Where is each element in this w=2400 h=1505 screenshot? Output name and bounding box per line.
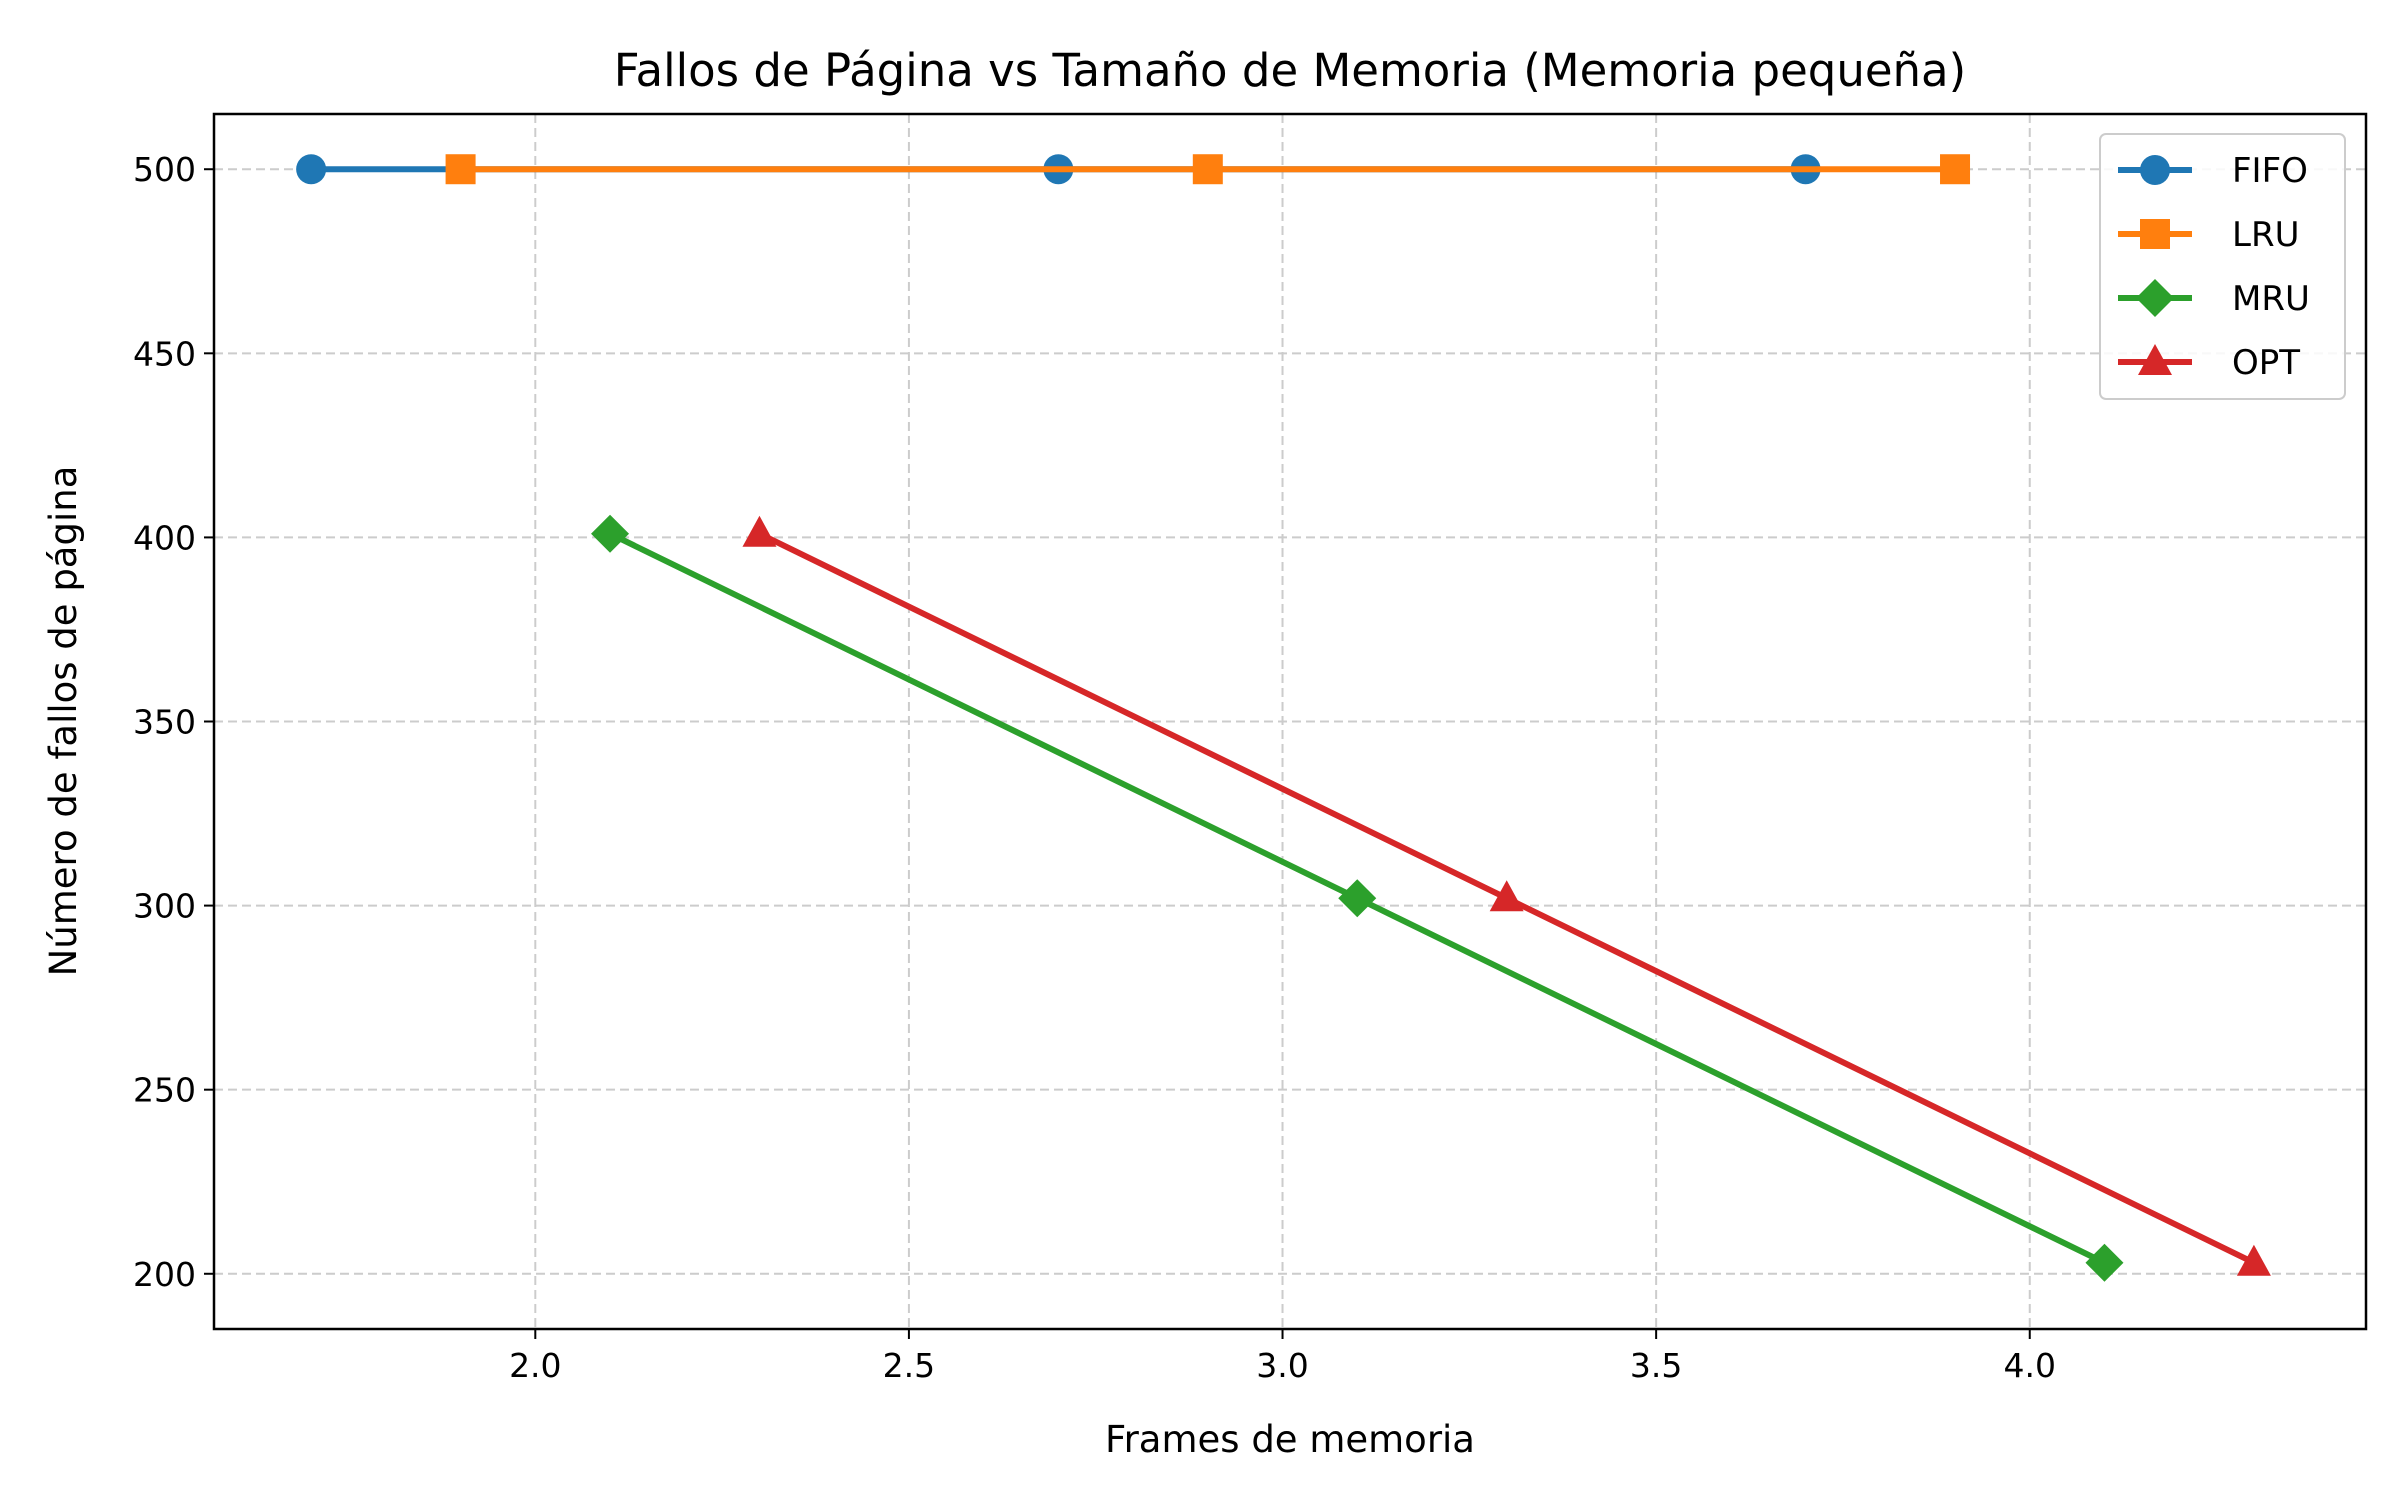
y-tick-label: 350 (133, 703, 196, 742)
data-point-opt (1489, 880, 1524, 912)
ticks: 2.0 2.5 3.0 3.5 4.0 200 250 300 350 400 450 500 (133, 150, 2056, 1385)
x-axis-label: Frames de memoria (1105, 1418, 1475, 1461)
data-point-mru (1338, 879, 1377, 918)
legend-label-lru: LRU (2232, 215, 2299, 255)
series-mru (591, 514, 2124, 1282)
series-lru (445, 154, 1971, 185)
y-tick-label: 450 (133, 334, 196, 373)
y-tick-label: 300 (133, 887, 196, 926)
x-tick-label: 2.5 (883, 1346, 935, 1385)
data-point-opt (742, 515, 777, 547)
x-tick-label: 4.0 (2004, 1346, 2056, 1385)
legend-marker-mru (2136, 279, 2174, 317)
series-opt (742, 515, 2271, 1276)
y-tick-label: 400 (133, 518, 196, 557)
data-point-mru (2085, 1243, 2124, 1282)
y-tick-label: 500 (133, 150, 196, 189)
data-point-lru (1192, 154, 1223, 185)
x-tick-label: 2.0 (509, 1346, 561, 1385)
data-point-fifo (296, 154, 327, 185)
legend-item-fifo[interactable]: FIFO (2118, 151, 2308, 191)
legend-label-opt: OPT (2232, 343, 2300, 383)
y-axis-label: Número de fallos de página (42, 466, 85, 977)
x-tick-label: 3.0 (1256, 1346, 1308, 1385)
legend-label-fifo: FIFO (2232, 151, 2308, 191)
data-point-mru (591, 514, 630, 553)
legend-item-lru[interactable]: LRU (2118, 215, 2299, 255)
y-tick-label: 200 (133, 1255, 196, 1294)
legend[interactable]: FIFO LRU MRU OPT (2099, 133, 2346, 400)
legend-label-mru: MRU (2232, 279, 2310, 319)
chart-title: Fallos de Página vs Tamaño de Memoria (M… (614, 44, 1966, 97)
y-tick-label: 250 (133, 1071, 196, 1110)
legend-box (2099, 133, 2346, 400)
grid (214, 114, 2366, 1329)
legend-item-mru[interactable]: MRU (2118, 279, 2310, 319)
data-point-opt (2236, 1244, 2271, 1276)
legend-item-opt[interactable]: OPT (2118, 343, 2300, 383)
legend-marker-lru (2140, 219, 2170, 249)
legend-marker-opt (2138, 344, 2172, 375)
data-point-lru (1940, 154, 1971, 185)
series-layer (296, 154, 2271, 1282)
data-point-lru (445, 154, 476, 185)
legend-marker-fifo (2140, 155, 2170, 185)
x-tick-label: 3.5 (1630, 1346, 1682, 1385)
